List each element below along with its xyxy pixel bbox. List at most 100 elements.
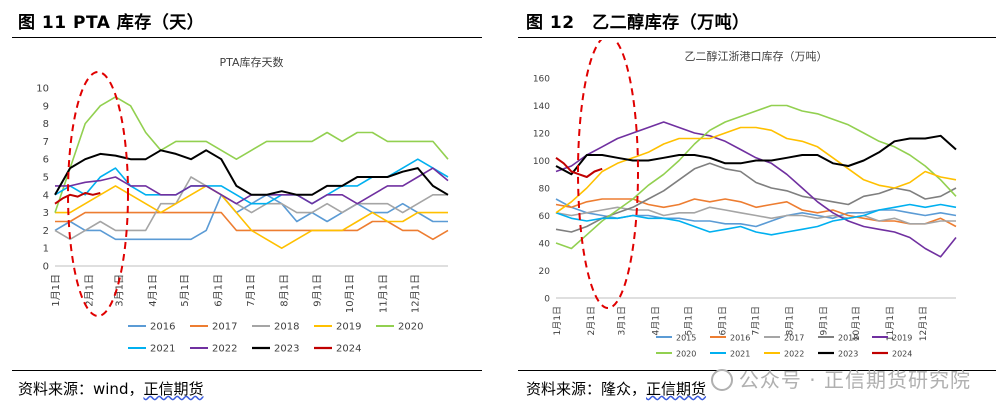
legend-label-2017: 2017 — [784, 334, 804, 343]
series-line-2016 — [54, 194, 448, 241]
watermark-text: 公众号 · 正信期货研究院 — [738, 368, 971, 392]
x-tick-label: 7月1日 — [245, 274, 257, 307]
figure-title: 图 12 乙二醇库存（万吨） — [526, 13, 750, 33]
y-tick-label: 5 — [43, 173, 49, 184]
y-tick-label: 4 — [43, 190, 49, 201]
legend-label-2024: 2024 — [336, 344, 361, 355]
x-tick-label: 1月1日 — [50, 274, 62, 307]
series-line-2019 — [55, 185, 448, 249]
legend-label-2021: 2021 — [730, 350, 750, 359]
source-rule — [518, 370, 996, 371]
x-tick-label: 12月1日 — [410, 274, 422, 313]
series-line-2019 — [555, 121, 957, 258]
x-tick-label: 12月1日 — [918, 306, 929, 341]
x-tick-label: 1月1日 — [552, 306, 563, 335]
series-line-2022 — [555, 126, 957, 214]
source-note: 资料来源：隆众，正信期货 — [526, 378, 706, 399]
title-rule — [518, 37, 996, 38]
x-tick-label: 7月1日 — [750, 306, 761, 335]
x-tick-label: 5月1日 — [179, 274, 191, 307]
y-tick-label: 9 — [43, 101, 49, 112]
x-tick-label: 5月1日 — [684, 306, 695, 335]
y-tick-label: 80 — [539, 185, 551, 195]
x-tick-label: 3月1日 — [617, 306, 628, 335]
y-tick-label: 8 — [43, 119, 49, 130]
y-tick-label: 60 — [539, 212, 551, 222]
series-line-2018 — [555, 162, 957, 233]
series-line-2024 — [555, 156, 603, 178]
y-tick-label: 140 — [533, 102, 550, 112]
legend-label-2022: 2022 — [212, 344, 237, 355]
x-tick-label: 3月1日 — [114, 274, 126, 307]
x-tick-label: 9月1日 — [818, 306, 829, 335]
legend-label-2016: 2016 — [150, 322, 175, 333]
series-line-2017 — [55, 211, 449, 241]
y-tick-label: 100 — [533, 157, 550, 167]
series-line-2020 — [54, 96, 449, 213]
wechat-icon — [710, 368, 733, 391]
y-tick-label: 0 — [544, 295, 550, 305]
x-tick-label: 6月1日 — [717, 306, 728, 335]
legend-label-2020: 2020 — [398, 322, 423, 333]
series-line-2021 — [54, 158, 449, 205]
x-tick-label: 2月1日 — [83, 274, 95, 307]
figure-panel-pta: 图 11 PTA 库存（天） PTA库存天数 0 1 2 3 4 5 6 7 8 9 10 1月1日 2月… — [0, 0, 488, 415]
source-prefix: 资料来源：wind， — [18, 380, 144, 398]
series-line-2017 — [555, 206, 956, 225]
x-tick-label: 10月1日 — [344, 274, 356, 313]
y-tick-label: 3 — [43, 208, 49, 219]
y-tick-label: 6 — [43, 155, 49, 166]
series-line-2024 — [54, 192, 101, 205]
series-line-2016 — [555, 198, 957, 228]
highlight-ellipse — [577, 40, 639, 309]
figure-panel-meg: 图 12 乙二醇库存（万吨） 乙二醇江浙港口库存（万吨） 0 20 40 60 80 100… — [508, 0, 1001, 415]
watermark: 公众号 · 正信期货研究院 — [710, 364, 971, 393]
legend-label-2018: 2018 — [838, 334, 858, 343]
title-rule — [12, 37, 482, 38]
figure-title: 图 11 PTA 库存（天） — [18, 13, 205, 33]
x-tick-label: 8月1日 — [278, 274, 290, 307]
legend-label-2023: 2023 — [274, 344, 299, 355]
x-tick-label: 4月1日 — [147, 274, 159, 307]
x-tick-label: 9月1日 — [312, 274, 324, 307]
legend-label-2015: 2015 — [676, 334, 696, 343]
legend-label-2019: 2019 — [892, 334, 912, 343]
y-tick-label: 10 — [36, 84, 49, 95]
legend-label-2024: 2024 — [892, 350, 912, 359]
series-line-2018 — [54, 176, 448, 241]
legend-label-2022: 2022 — [784, 350, 804, 359]
legend-label-2021: 2021 — [150, 344, 175, 355]
x-tick-label: 2月1日 — [586, 306, 597, 335]
x-tick-label: 11月1日 — [885, 306, 896, 341]
legend-label-2018: 2018 — [274, 322, 299, 333]
source-company: 正信期货 — [143, 380, 204, 398]
source-rule — [12, 370, 482, 371]
series-line-2023 — [54, 149, 449, 196]
x-tick-label: 4月1日 — [651, 306, 662, 335]
legend-label-2019: 2019 — [336, 322, 361, 333]
y-tick-label: 1 — [43, 244, 49, 255]
source-note: 资料来源：wind，正信期货 — [18, 378, 203, 399]
y-tick-label: 20 — [539, 267, 551, 277]
x-tick-label: 8月1日 — [784, 306, 795, 335]
source-company: 正信期货 — [646, 380, 707, 398]
x-tick-label: 10月1日 — [851, 306, 862, 341]
y-tick-label: 2 — [43, 226, 49, 237]
legend-label-2023: 2023 — [838, 350, 858, 359]
y-tick-label: 120 — [533, 130, 550, 140]
meg-inventory-chart: 乙二醇江浙港口库存（万吨） 0 20 40 60 80 100 120 140 160 1月1日 2月… — [533, 40, 957, 359]
series-line-2021 — [555, 203, 957, 236]
y-tick-label: 160 — [533, 75, 550, 85]
series-line-2023 — [555, 134, 957, 176]
y-tick-label: 40 — [539, 240, 551, 250]
y-tick-label: 0 — [43, 262, 49, 273]
y-tick-label: 7 — [43, 137, 49, 148]
source-prefix: 资料来源：隆众， — [526, 380, 647, 398]
legend-label-2020: 2020 — [676, 350, 696, 359]
legend-label-2016: 2016 — [730, 334, 750, 343]
x-tick-label: 11月1日 — [377, 274, 389, 313]
legend-label-2017: 2017 — [212, 322, 237, 333]
chart-title: 乙二醇江浙港口库存（万吨） — [685, 49, 828, 63]
chart-title: PTA库存天数 — [219, 55, 283, 69]
pta-inventory-chart: PTA库存天数 0 1 2 3 4 5 6 7 8 9 10 1月1日 2月1日 3月1日 4月1日 5月1日 6… — [36, 55, 449, 355]
